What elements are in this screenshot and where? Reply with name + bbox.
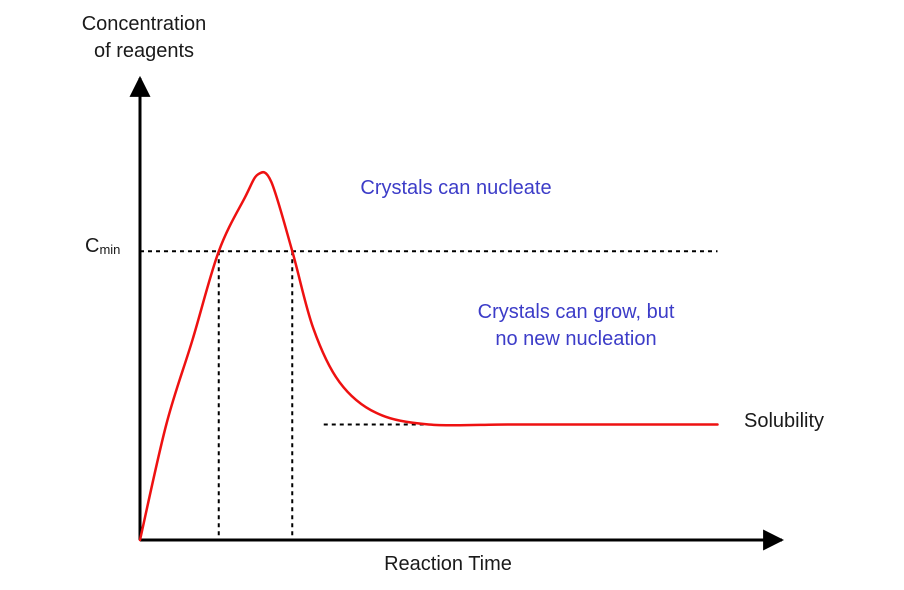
x-axis-label: Reaction Time — [384, 553, 512, 575]
growth-region-label-line-2: no new nucleation — [495, 328, 656, 350]
growth-region-label-line-1: Crystals can grow, but — [478, 301, 675, 323]
solubility-label: Solubility — [744, 410, 824, 432]
nucleation-region-label: Crystals can nucleate — [360, 177, 551, 199]
cmin-label: Cmin — [85, 235, 120, 257]
concentration-curve — [138, 170, 719, 542]
y-axis-label-line-2: of reagents — [94, 40, 194, 62]
cmin-label-subscript: min — [99, 242, 120, 257]
y-axis-label-line-1: Concentration — [82, 13, 207, 35]
cmin-label-main: C — [85, 235, 99, 257]
